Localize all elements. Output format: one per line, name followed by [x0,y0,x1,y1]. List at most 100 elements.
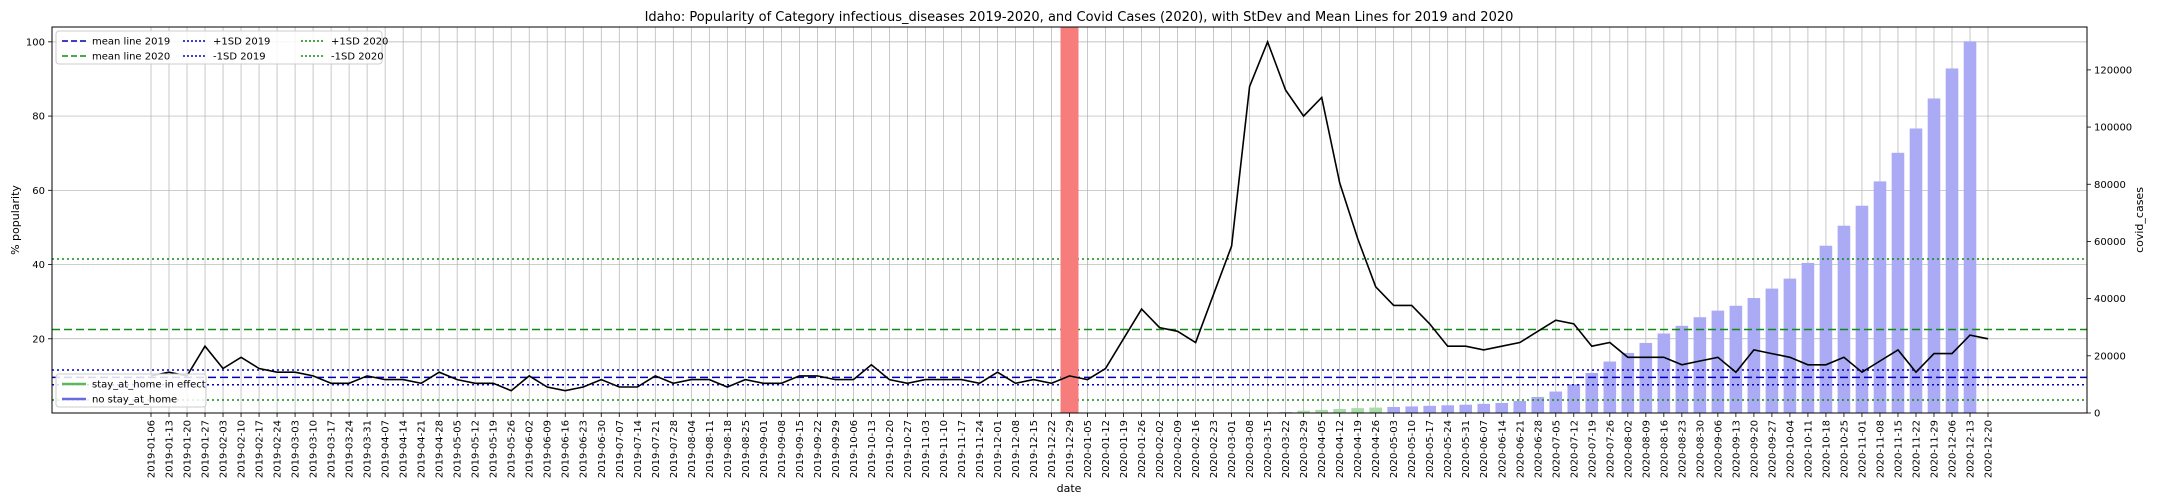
x-tick-label: 2019-03-03 [291,420,302,478]
x-tick-label: 2019-10-20 [885,420,896,478]
x-tick-label: 2020-03-01 [1227,420,1238,478]
covid-bar [1783,278,1797,413]
covid-bar [1819,245,1833,413]
covid-bar [1441,405,1455,413]
covid-bar [1423,405,1437,413]
x-tick-label: 2020-04-05 [1317,420,1328,478]
y-right-tick-label: 60000 [2094,237,2126,248]
x-tick-label: 2019-01-20 [183,420,194,478]
x-tick-label: 2019-10-06 [849,420,860,478]
x-tick-label: 2020-10-18 [1821,420,1832,478]
x-tick-label: 2019-08-04 [687,420,698,478]
covid-bar [1405,406,1418,413]
covid-bar [1297,410,1310,413]
popularity-series [150,39,1989,392]
x-tick-label: 2019-12-22 [1047,420,1058,478]
x-tick-label: 2019-05-12 [471,420,482,478]
grid [52,27,2087,413]
covid-bar [1351,408,1364,413]
legend-box [55,373,207,408]
x-tick-label: 2019-04-07 [381,420,392,478]
highlight-band-rect [1060,27,1079,413]
x-tick-label: 2020-11-22 [1912,420,1923,478]
x-tick-label: 2019-07-21 [651,420,662,478]
x-tick-label: 2019-06-30 [597,420,608,478]
x-tick-label: 2019-09-01 [759,420,770,478]
x-tick-label: 2020-08-23 [1677,420,1688,478]
x-tick-label: 2019-01-06 [147,420,158,478]
x-tick-label: 2019-09-29 [831,420,842,478]
legend-label: mean line 2019 [92,37,170,48]
x-tick-label: 2020-04-19 [1353,420,1364,478]
covid-bar [1837,225,1851,413]
x-tick-label: 2020-01-12 [1101,420,1112,478]
legend-label: stay_at_home in effect [92,380,206,391]
x-tick-label: 2019-02-17 [255,420,266,478]
chart-title: Idaho: Popularity of Category infectious… [645,10,1514,25]
covid-bar [1585,372,1599,413]
x-tick-label: 2020-02-02 [1155,420,1166,478]
covid-bar [1909,128,1923,413]
x-tick-label: 2020-08-16 [1659,420,1670,478]
x-tick-label: 2020-08-02 [1623,420,1634,478]
y-tick-label: 20 [32,334,45,345]
covid-bar [1855,205,1869,413]
covid-bar [1315,409,1328,413]
x-tick-label: 2020-03-08 [1245,420,1256,478]
x-tick-label: 2019-04-28 [435,420,446,478]
x-tick-label: 2019-09-15 [795,420,806,478]
covid-bar [1477,403,1491,413]
covid-bar [1459,404,1473,413]
covid-bar [1639,342,1653,413]
x-tick-label: 2019-11-10 [939,420,950,478]
x-tick-label: 2019-12-29 [1065,420,1076,478]
legend-box [55,30,383,65]
mean-stdev-lines [52,258,2087,401]
covid-bar [1567,384,1581,413]
x-tick-label: 2020-03-15 [1263,420,1274,478]
x-tick-label: 2020-05-31 [1461,420,1472,478]
x-tick-label: 2019-08-25 [741,420,752,478]
y-right-tick-label: 100000 [2094,123,2132,134]
legend-label: +1SD 2020 [331,37,388,48]
x-tick-label: 2020-11-08 [1876,420,1887,478]
x-tick-label: 2020-04-26 [1371,420,1382,478]
x-tick-label: 2020-01-19 [1119,420,1130,478]
x-tick-label: 2020-01-26 [1137,420,1148,478]
x-tick-label: 2019-03-24 [345,420,356,478]
y-axis-label: % popularity [9,185,22,255]
y-tick-label: 80 [32,112,45,123]
x-tick-label: 2019-12-01 [993,420,1004,478]
covid-bar [1657,333,1671,413]
x-tick-label: 2020-03-29 [1299,420,1310,478]
x-tick-label: 2019-03-31 [363,420,374,478]
x-tick-label: 2020-11-01 [1858,420,1869,478]
covid-bar [1387,406,1400,413]
axes: 2019-01-06 2019-01-13 2019-01-20 2019-01-27… [26,37,2132,478]
covid-bar [1621,352,1635,413]
x-tick-label: 2020-07-19 [1587,420,1598,478]
x-tick-label: 2020-10-25 [1839,420,1850,478]
x-tick-label: 2019-09-08 [777,420,788,478]
covid-bar [1873,181,1887,413]
x-tick-label: 2020-06-07 [1479,420,1490,478]
x-tick-label: 2020-02-16 [1191,420,1202,478]
x-tick-label: 2019-07-14 [633,420,644,478]
x-tick-label: 2020-02-23 [1209,420,1220,478]
covid-bar [1675,325,1689,413]
x-tick-label: 2019-06-16 [561,420,572,478]
x-tick-label: 2020-02-09 [1173,420,1184,478]
x-tick-label: 2020-11-29 [1930,420,1941,478]
x-tick-label: 2019-08-11 [705,420,716,478]
x-tick-label: 2020-06-14 [1497,420,1508,478]
x-tick-label: 2019-11-17 [957,420,968,478]
x-tick-label: 2020-12-20 [1984,420,1995,478]
x-tick-label: 2020-10-11 [1803,420,1814,478]
covid-bar [1333,408,1346,413]
covid-bar [1729,305,1743,413]
x-tick-label: 2020-01-05 [1083,420,1094,478]
x-tick-label: 2019-06-09 [543,420,554,478]
covid-bar [1801,262,1815,413]
covid-bar [1693,317,1707,413]
